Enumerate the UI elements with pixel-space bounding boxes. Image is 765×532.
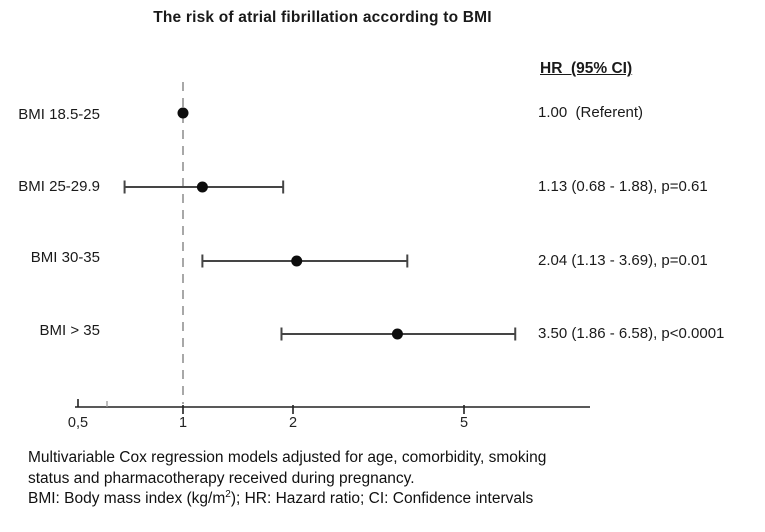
x-tick-label: 5: [459, 415, 469, 431]
footnote-superscript: 2: [225, 488, 231, 500]
footnote-line-2: status and pharmacotherapy received duri…: [28, 469, 415, 487]
row-result-bmi-gt-35: 3.50 (1.86 - 6.58), p<0.0001: [538, 325, 725, 342]
x-tick-label: 2: [288, 415, 298, 431]
hr-point: [196, 181, 208, 193]
footnote-line-3: BMI: Body mass index (kg/m2); HR: Hazard…: [28, 489, 546, 510]
footnote-line-3-text: ); HR: Hazard ratio; CI: Confidence inte…: [230, 490, 534, 507]
row-result-bmi-25-29-9: 1.13 (0.68 - 1.88), p=0.61: [538, 178, 708, 195]
x-tick-label: 1: [178, 415, 188, 431]
chart-title: The risk of atrial fibrillation accordin…: [153, 9, 492, 26]
x-tick-label: 0,5: [67, 415, 89, 431]
hr-point: [177, 107, 189, 119]
footnotes: Multivariable Cox regression models adju…: [28, 448, 546, 510]
footnote-line-3-text: BMI: Body mass index (kg/m: [28, 490, 226, 507]
row-label-bmi-gt-35: BMI > 35: [39, 322, 100, 339]
row-label-bmi-30-35: BMI 30-35: [30, 249, 100, 266]
row-result-referent: 1.00 (Referent): [538, 104, 644, 121]
hr-ci-column-header: HR (95% CI): [540, 60, 633, 77]
hr-point: [391, 328, 403, 340]
hr-point: [291, 255, 303, 267]
row-label-bmi-25-29-9: BMI 25-29.9: [18, 178, 100, 195]
footnote-line-1: Multivariable Cox regression models adju…: [28, 449, 547, 466]
row-result-bmi-30-35: 2.04 (1.13 - 3.69), p=0.01: [538, 252, 708, 269]
row-label-bmi-18-5-25: BMI 18.5-25: [18, 106, 100, 123]
